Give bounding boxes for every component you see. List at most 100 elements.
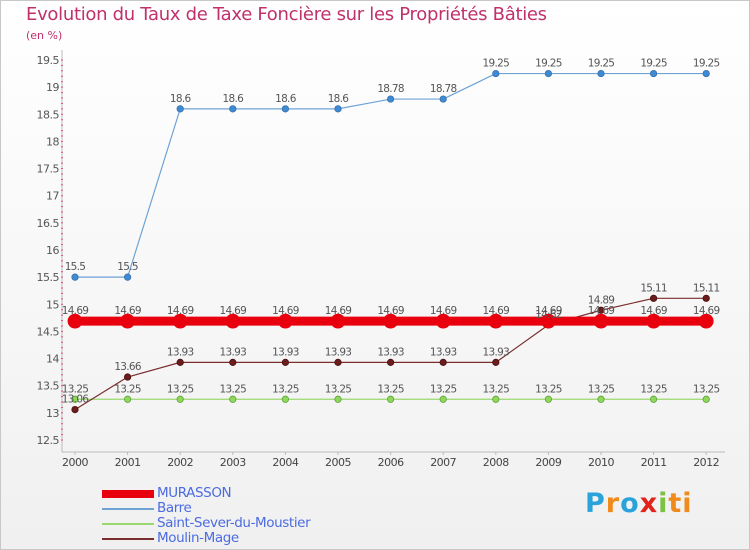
x-tick-label: 2009 — [535, 456, 561, 469]
data-label-murasson: 14.69 — [62, 305, 89, 317]
x-tick-label: 2005 — [325, 456, 351, 469]
data-point-saint-sever — [71, 395, 79, 403]
data-label-moulin-mage: 13.93 — [167, 346, 194, 358]
data-point-murasson — [541, 313, 556, 329]
data-label-saint-sever: 13.25 — [272, 383, 299, 395]
data-label-saint-sever: 13.25 — [693, 383, 720, 395]
data-point-saint-sever — [124, 395, 132, 403]
data-label-moulin-mage: 15.11 — [693, 282, 720, 294]
y-tick-label: 13.5 — [37, 380, 60, 393]
data-label-moulin-mage: 13.93 — [220, 346, 247, 358]
data-label-moulin-mage: 13.93 — [430, 346, 457, 358]
x-tick-label: 2008 — [483, 456, 509, 469]
data-point-moulin-mage — [334, 358, 342, 366]
data-point-moulin-mage — [124, 373, 132, 381]
data-point-barre — [71, 273, 79, 281]
data-point-barre — [386, 95, 395, 103]
y-tick-label: 19 — [46, 81, 59, 94]
data-label-saint-sever: 13.25 — [220, 383, 247, 395]
data-label-saint-sever: 13.25 — [167, 383, 194, 395]
proxiti-logo: Proxiti — [585, 488, 693, 519]
legend-item-barre: Barre — [102, 501, 310, 516]
data-label-murasson: 14.69 — [483, 305, 510, 317]
y-tick-label: 15.5 — [37, 271, 60, 284]
data-point-moulin-mage — [439, 358, 447, 366]
data-label-moulin-mage: 14.89 — [588, 294, 615, 306]
data-point-murasson — [172, 313, 188, 329]
data-label-moulin-mage: 13.66 — [114, 361, 142, 373]
x-tick-label: 2002 — [167, 456, 193, 469]
data-point-murasson — [383, 313, 399, 329]
data-point-moulin-mage — [492, 358, 500, 366]
data-point-moulin-mage — [386, 358, 395, 366]
data-point-saint-sever — [176, 395, 184, 403]
data-label-barre: 19.25 — [693, 58, 720, 70]
data-point-murasson — [277, 313, 293, 329]
data-label-saint-sever: 13.25 — [377, 383, 404, 395]
chart-subtitle: (en %) — [26, 29, 63, 42]
data-point-moulin-mage — [229, 358, 237, 366]
data-point-moulin-mage — [176, 358, 184, 366]
data-point-barre — [492, 69, 500, 78]
data-label-barre: 18.78 — [377, 83, 404, 95]
legend-item-moulin-mage: Moulin-Mage — [102, 531, 310, 546]
data-point-murasson — [120, 313, 135, 329]
data-label-barre: 18.78 — [430, 83, 457, 95]
data-point-moulin-mage — [71, 405, 79, 414]
legend-swatch-murasson — [102, 489, 154, 498]
data-point-barre — [281, 105, 289, 113]
legend-swatch-saint-sever — [102, 522, 154, 525]
data-label-barre: 19.25 — [535, 58, 562, 70]
data-label-barre: 19.25 — [483, 58, 510, 70]
data-point-moulin-mage — [597, 306, 605, 314]
data-point-barre — [176, 105, 184, 113]
data-label-murasson: 14.69 — [588, 305, 615, 317]
y-tick-label: 18 — [46, 135, 59, 148]
data-label-moulin-mage: 13.93 — [272, 346, 299, 358]
data-label-murasson: 14.69 — [114, 305, 141, 317]
data-label-saint-sever: 13.25 — [588, 383, 615, 395]
x-tick-label: 2011 — [641, 456, 667, 469]
data-label-barre: 19.25 — [588, 58, 615, 70]
data-point-barre — [702, 69, 710, 78]
data-label-moulin-mage: 15.11 — [640, 282, 667, 294]
data-label-barre: 15.5 — [65, 261, 86, 273]
data-label-murasson: 14.69 — [377, 305, 404, 317]
data-label-barre: 19.25 — [640, 58, 667, 70]
y-tick-label: 16.5 — [37, 217, 60, 230]
data-label-saint-sever: 13.25 — [62, 383, 89, 395]
data-label-murasson: 14.69 — [693, 305, 720, 317]
y-tick-label: 15 — [46, 298, 59, 311]
data-label-saint-sever: 13.25 — [430, 383, 457, 395]
chart-title: Evolution du Taux de Taxe Foncière sur l… — [26, 4, 547, 25]
legend-item-saint-sever: Saint-Sever-du-Moustier — [102, 516, 311, 531]
y-tick-label: 13 — [46, 407, 59, 420]
x-tick-label: 2003 — [220, 456, 246, 469]
y-tick-label: 16 — [46, 244, 59, 257]
data-point-barre — [124, 273, 132, 281]
data-point-murasson — [435, 313, 451, 329]
data-label-barre: 18.6 — [170, 93, 192, 105]
data-label-moulin-mage: 13.93 — [377, 346, 404, 358]
data-point-murasson — [488, 313, 504, 329]
x-tick-label: 2010 — [588, 456, 614, 469]
y-tick-label: 12.5 — [37, 434, 60, 447]
data-point-moulin-mage — [649, 294, 658, 302]
legend-label-moulin-mage: Moulin-Mage — [157, 530, 239, 546]
data-point-murasson — [646, 313, 661, 329]
data-label-murasson: 14.69 — [325, 305, 352, 317]
data-point-barre — [597, 69, 605, 78]
data-label-barre: 18.6 — [275, 93, 297, 105]
data-label-murasson: 14.69 — [272, 305, 299, 317]
legend-label-barre: Barre — [157, 500, 192, 516]
data-label-murasson: 14.69 — [167, 305, 194, 317]
data-point-murasson — [593, 313, 609, 329]
y-tick-label: 17 — [46, 190, 59, 203]
data-point-murasson — [67, 313, 83, 329]
data-label-moulin-mage: 13.93 — [483, 346, 510, 358]
x-tick-label: 2001 — [115, 456, 141, 469]
data-point-murasson — [698, 313, 714, 329]
data-label-moulin-mage: 14.62 — [535, 309, 562, 321]
data-label-moulin-mage: 13.93 — [325, 346, 352, 358]
